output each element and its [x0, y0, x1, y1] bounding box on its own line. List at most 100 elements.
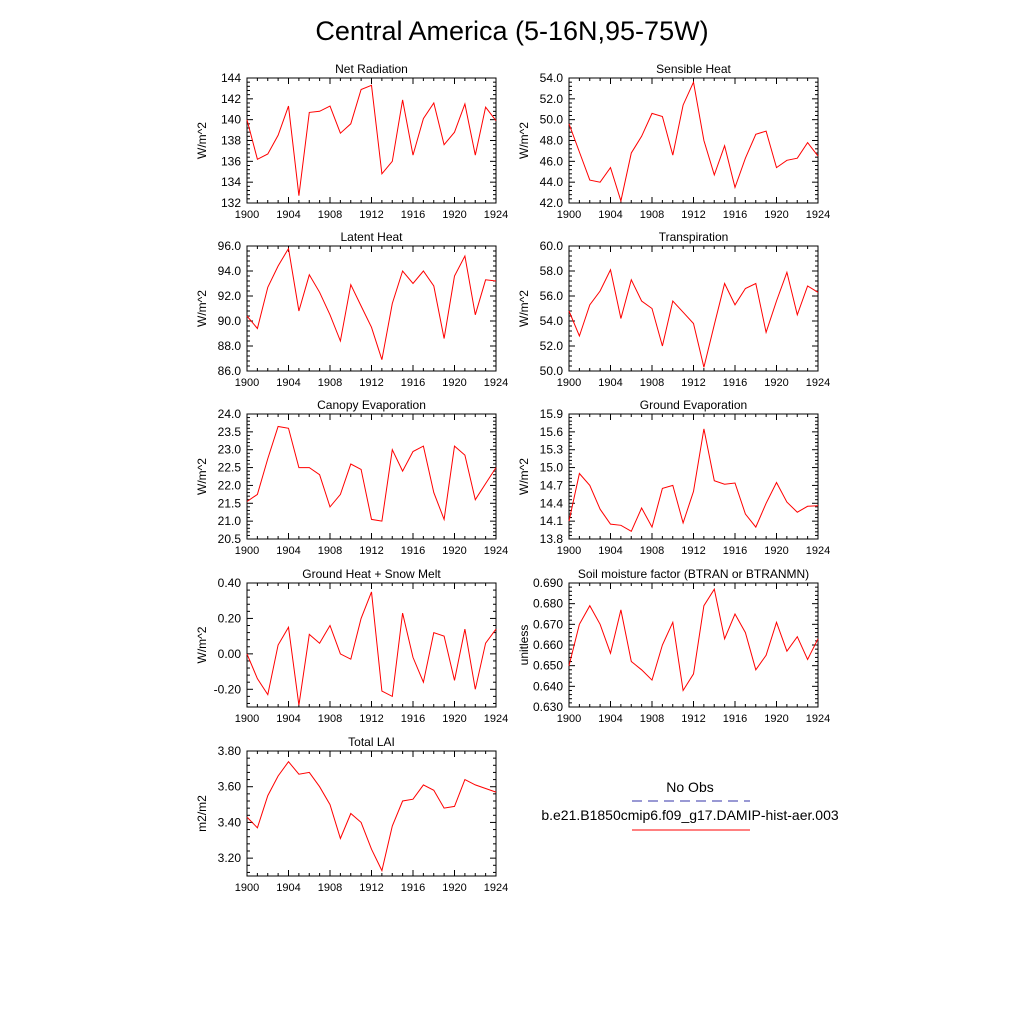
plot-frame — [246, 245, 497, 372]
y-tick-label: 56.0 — [540, 289, 564, 303]
x-tick-label: 1904 — [598, 713, 622, 725]
x-tick-label: 1900 — [557, 713, 581, 725]
x-tick-label: 1924 — [806, 545, 830, 557]
x-tick-label: 1900 — [235, 882, 259, 894]
panel-6: Ground Evaporation W/m^2 1900 1904 1908 1912 1… — [517, 398, 830, 557]
x-tick-label: 1908 — [640, 713, 664, 725]
y-tick-label: 3.20 — [218, 851, 242, 865]
figure-title: Central America (5-16N,95-75W) — [315, 16, 708, 46]
y-tick-label: 50.0 — [540, 364, 564, 378]
y-tick-label: 14.4 — [540, 496, 564, 510]
plot-frame — [568, 413, 819, 540]
x-tick-label: 1904 — [598, 377, 622, 389]
x-tick-label: 1924 — [484, 209, 508, 221]
plot-frame — [246, 750, 497, 877]
x-tick-label: 1904 — [276, 545, 300, 557]
y-tick-label: 15.6 — [540, 425, 564, 439]
x-tick-label: 1924 — [806, 713, 830, 725]
y-tick-label: 54.0 — [540, 314, 564, 328]
panel-title: Total LAI — [348, 735, 395, 749]
x-tick-label: 1916 — [401, 545, 425, 557]
legend-model-label: b.e21.B1850cmip6.f09_g17.DAMIP-hist-aer.… — [541, 807, 839, 823]
x-tick-label: 1920 — [442, 713, 466, 725]
y-tick-label: 0.650 — [533, 659, 563, 673]
series-line — [246, 425, 497, 522]
y-tick-label: 22.0 — [218, 478, 242, 492]
y-tick-label: 0.640 — [533, 679, 563, 693]
panel-5: Canopy Evaporation W/m^2 1900 1904 1908 1912 1… — [195, 398, 508, 557]
x-tick-label: 1916 — [723, 713, 747, 725]
y-tick-label: 54.0 — [540, 71, 564, 85]
y-tick-label: 20.5 — [218, 532, 242, 546]
y-tick-label: 60.0 — [540, 239, 564, 253]
x-tick-label: 1916 — [723, 545, 747, 557]
x-tick-label: 1908 — [640, 377, 664, 389]
panel-title: Ground Evaporation — [640, 398, 747, 412]
x-tick-label: 1912 — [359, 713, 383, 725]
x-tick-label: 1916 — [723, 377, 747, 389]
y-tick-label: 94.0 — [218, 264, 242, 278]
y-tick-label: 52.0 — [540, 92, 564, 106]
x-tick-label: 1924 — [806, 209, 830, 221]
y-tick-label: 144 — [221, 71, 241, 85]
x-tick-label: 1912 — [681, 545, 705, 557]
y-tick-label: 21.5 — [218, 496, 242, 510]
y-tick-label: 42.0 — [540, 196, 564, 210]
x-tick-label: 1900 — [235, 209, 259, 221]
y-tick-label: 92.0 — [218, 289, 242, 303]
panel-1: Net Radiation W/m^2 1900 1904 1908 1912 1916 19… — [195, 62, 508, 221]
y-tick-label: 0.670 — [533, 617, 563, 631]
y-tick-label: 22.5 — [218, 461, 242, 475]
x-tick-label: 1900 — [557, 545, 581, 557]
plot-frame — [568, 245, 819, 372]
x-tick-label: 1904 — [598, 545, 622, 557]
panel-title: Transpiration — [659, 230, 729, 244]
x-tick-label: 1912 — [359, 209, 383, 221]
y-tick-label: 48.0 — [540, 134, 564, 148]
x-tick-label: 1924 — [484, 882, 508, 894]
series-line — [568, 268, 819, 368]
y-axis-label: m2/m2 — [195, 795, 209, 832]
x-tick-label: 1920 — [764, 209, 788, 221]
y-tick-label: 3.80 — [218, 744, 242, 758]
x-tick-label: 1900 — [557, 377, 581, 389]
panel-4: Transpiration W/m^2 1900 1904 1908 1912 1916 19… — [517, 230, 830, 389]
panel-3: Latent Heat W/m^2 1900 1904 1908 1912 1916 1920… — [195, 230, 508, 389]
x-tick-label: 1916 — [401, 377, 425, 389]
x-tick-label: 1900 — [235, 377, 259, 389]
legend-obs-label: No Obs — [666, 779, 713, 795]
x-tick-label: 1908 — [640, 209, 664, 221]
panel-9: Total LAI m2/m2 1900 1904 1908 1912 1916 1920 19… — [195, 735, 508, 894]
y-tick-label: 0.40 — [218, 576, 242, 590]
x-tick-label: 1900 — [235, 545, 259, 557]
y-tick-label: 0.630 — [533, 700, 563, 714]
x-tick-label: 1900 — [557, 209, 581, 221]
x-tick-label: 1920 — [442, 209, 466, 221]
x-tick-label: 1924 — [484, 377, 508, 389]
panel-8: Soil moisture factor (BTRAN or BTRANMN) u… — [517, 567, 830, 725]
y-axis-label: unitless — [517, 625, 531, 666]
y-tick-label: 0.660 — [533, 638, 563, 652]
plot-frame — [568, 582, 819, 708]
y-tick-label: 21.0 — [218, 514, 242, 528]
y-tick-label: 138 — [221, 134, 241, 148]
y-tick-label: 15.9 — [540, 407, 564, 421]
x-tick-label: 1904 — [276, 713, 300, 725]
y-tick-label: 3.60 — [218, 780, 242, 794]
x-tick-label: 1900 — [235, 713, 259, 725]
x-tick-label: 1916 — [401, 713, 425, 725]
x-tick-label: 1920 — [764, 713, 788, 725]
y-tick-label: 86.0 — [218, 364, 242, 378]
x-tick-label: 1916 — [723, 209, 747, 221]
x-tick-label: 1912 — [681, 209, 705, 221]
x-tick-label: 1924 — [484, 713, 508, 725]
y-tick-label: -0.20 — [214, 682, 242, 696]
y-tick-label: 136 — [221, 154, 241, 168]
panels: Net Radiation W/m^2 1900 1904 1908 1912 1916 19… — [195, 62, 830, 894]
y-axis-label: W/m^2 — [195, 122, 209, 159]
y-tick-label: 132 — [221, 196, 241, 210]
x-tick-label: 1908 — [640, 545, 664, 557]
y-tick-label: 0.690 — [533, 576, 563, 590]
x-tick-label: 1916 — [401, 882, 425, 894]
